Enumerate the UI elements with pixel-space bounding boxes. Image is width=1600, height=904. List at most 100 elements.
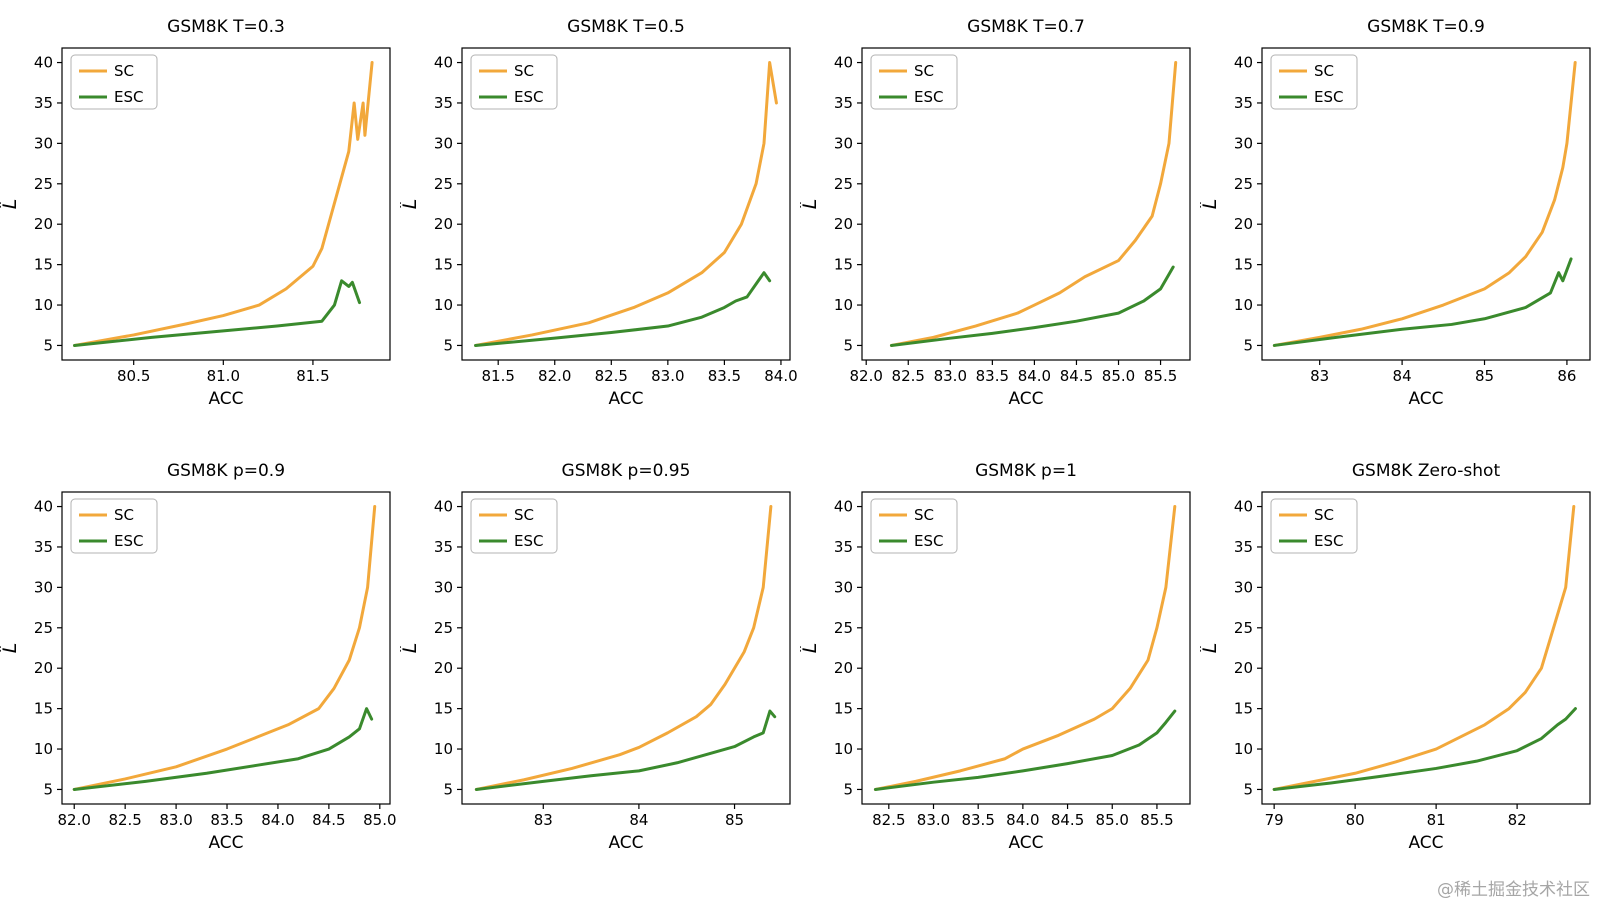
y-tick-label: 10 [34, 296, 53, 314]
x-axis-label: ACC [1408, 389, 1443, 409]
y-tick-label: 15 [834, 256, 853, 274]
chart-svg: GSM8K T=0.7 5 10 15 20 25 30 35 40 82.0 82.5 83.0 83… [799, 17, 1191, 409]
chart-panel: GSM8K p=1 5 10 15 20 25 30 35 40 82.5 83.0 83.5 84.0… [799, 450, 1200, 894]
y-tick-label: 5 [1243, 336, 1253, 354]
y-tick-label: 30 [834, 578, 853, 596]
y-tick-label: 20 [834, 659, 853, 677]
chart-svg: GSM8K p=0.95 5 10 15 20 25 30 35 40 83 84 85 ACC L̂ SC… [399, 461, 791, 853]
x-tick-label: 84 [629, 811, 648, 829]
chart-panel: GSM8K p=0.95 5 10 15 20 25 30 35 40 83 84 85 ACC L̂ SC… [399, 450, 800, 894]
esc-line [474, 709, 777, 791]
y-tick-label: 20 [34, 659, 53, 677]
chart-title: GSM8K T=0.5 [567, 17, 685, 37]
y-tick-label: 10 [834, 296, 853, 314]
y-tick-label: 40 [34, 498, 53, 516]
esc-line [873, 709, 1177, 791]
y-tick-label: 35 [34, 94, 53, 112]
y-tick-label: 40 [434, 498, 453, 516]
y-tick-label: 15 [834, 700, 853, 718]
plot-frame [61, 47, 391, 361]
y-tick-label: 35 [1234, 538, 1253, 556]
plot-frame [461, 47, 791, 361]
x-tick-label: 82 [1508, 811, 1527, 829]
y-tick-label: 25 [34, 175, 53, 193]
legend-label-esc: ESC [1314, 532, 1343, 550]
x-tick-label: 83 [1310, 367, 1329, 385]
x-tick-label: 82.5 [595, 367, 628, 385]
x-tick-label: 83.5 [961, 811, 994, 829]
y-tick-label: 5 [43, 336, 53, 354]
x-tick-label: 82.5 [108, 811, 141, 829]
x-tick-label: 84.0 [1006, 811, 1039, 829]
esc-line [889, 265, 1175, 347]
legend-label-sc: SC [914, 62, 934, 80]
y-tick-label: 20 [834, 215, 853, 233]
y-axis-label: L̂ [1200, 643, 1221, 654]
legend-label-esc: ESC [514, 88, 543, 106]
x-tick-label: 81.0 [207, 367, 240, 385]
x-tick-label: 80 [1346, 811, 1365, 829]
y-tick-label: 30 [1234, 578, 1253, 596]
x-tick-label: 83.0 [159, 811, 192, 829]
legend-label-esc: ESC [114, 532, 143, 550]
esc-line [73, 279, 362, 347]
y-tick-label: 30 [834, 134, 853, 152]
y-tick-label: 5 [443, 780, 453, 798]
x-tick-label: 80.5 [117, 367, 150, 385]
x-tick-label: 84.5 [1051, 811, 1084, 829]
sc-line [73, 61, 374, 347]
y-tick-label: 25 [34, 619, 53, 637]
y-tick-label: 40 [834, 54, 853, 72]
chart-title: GSM8K T=0.9 [1367, 17, 1485, 37]
x-tick-label: 84.5 [312, 811, 345, 829]
y-tick-label: 20 [34, 215, 53, 233]
y-tick-label: 30 [34, 578, 53, 596]
x-tick-label: 83.0 [651, 367, 684, 385]
legend-label-esc: ESC [1314, 88, 1343, 106]
x-tick-label: 84.0 [1018, 367, 1051, 385]
y-axis-label: L̂ [400, 643, 421, 654]
y-tick-label: 15 [434, 700, 453, 718]
x-tick-label: 83.0 [917, 811, 950, 829]
esc-line [474, 271, 772, 347]
chart-panel: GSM8K T=0.9 5 10 15 20 25 30 35 40 83 84 85 86 ACC L̂ S… [1199, 6, 1600, 450]
chart-title: GSM8K p=0.95 [562, 461, 691, 481]
chart-svg: GSM8K T=0.5 5 10 15 20 25 30 35 40 81.5 82.0 82.5 83… [399, 17, 798, 409]
y-axis-label: L̂ [0, 199, 21, 210]
plot-frame [861, 47, 1191, 361]
x-tick-label: 81.5 [481, 367, 514, 385]
x-tick-label: 85 [725, 811, 744, 829]
legend-label-sc: SC [114, 62, 134, 80]
y-tick-label: 30 [434, 134, 453, 152]
x-tick-label: 85.0 [363, 811, 396, 829]
y-tick-label: 20 [1234, 659, 1253, 677]
y-tick-label: 40 [834, 498, 853, 516]
sc-line [474, 61, 778, 347]
x-axis-label: ACC [1008, 833, 1043, 853]
y-tick-label: 5 [1243, 780, 1253, 798]
y-tick-label: 10 [434, 296, 453, 314]
x-tick-label: 82.5 [892, 367, 925, 385]
y-tick-label: 5 [443, 336, 453, 354]
y-tick-label: 35 [834, 94, 853, 112]
x-tick-label: 84.0 [261, 811, 294, 829]
y-tick-label: 10 [34, 740, 53, 758]
y-tick-label: 35 [1234, 94, 1253, 112]
x-tick-label: 85 [1475, 367, 1494, 385]
legend-label-sc: SC [1314, 506, 1334, 524]
y-tick-label: 10 [1234, 740, 1253, 758]
chart-panel: GSM8K p=0.9 5 10 15 20 25 30 35 40 82.0 82.5 83.0 83… [0, 450, 400, 894]
y-tick-label: 40 [1234, 498, 1253, 516]
chart-title: GSM8K p=1 [975, 461, 1077, 481]
x-tick-label: 79 [1265, 811, 1284, 829]
sc-line [1272, 505, 1576, 791]
legend-label-esc: ESC [114, 88, 143, 106]
legend-label-sc: SC [1314, 62, 1334, 80]
x-axis-label: ACC [1008, 389, 1043, 409]
x-tick-label: 82.0 [58, 811, 91, 829]
y-tick-label: 20 [434, 659, 453, 677]
legend-label-sc: SC [514, 506, 534, 524]
x-tick-label: 86 [1557, 367, 1576, 385]
x-tick-label: 83.0 [934, 367, 967, 385]
